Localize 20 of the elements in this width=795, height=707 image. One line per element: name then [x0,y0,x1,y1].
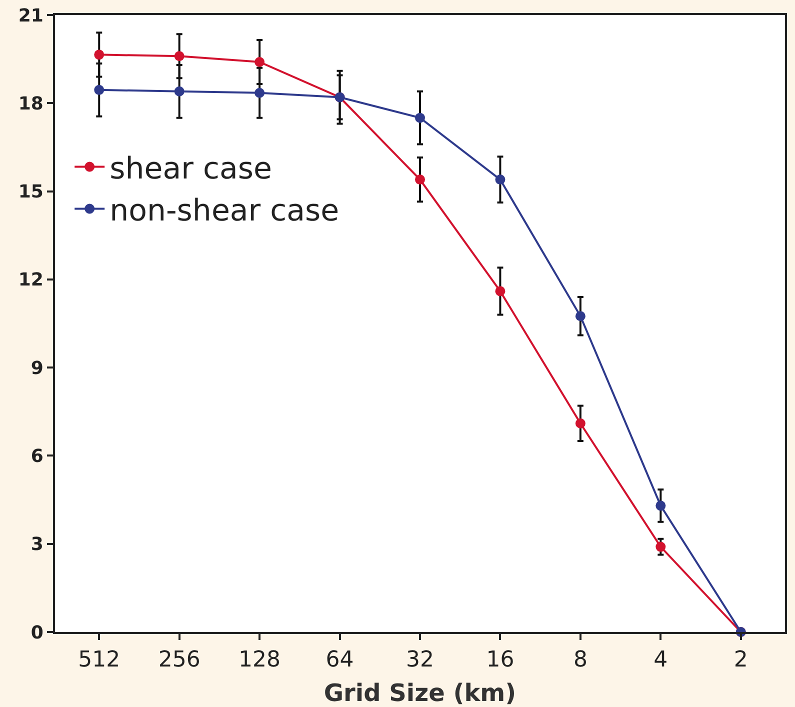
x-tick-label: 8 [573,647,588,672]
x-tick-label: 512 [78,647,120,672]
y-tick-label: 18 [18,93,44,114]
y-tick-label: 6 [30,446,44,468]
x-tick-label: 32 [406,647,434,672]
x-tick-label: 128 [238,647,281,672]
y-tick-label: 3 [30,534,44,556]
legend-label: non-shear case [110,193,340,228]
x-tick-label: 64 [326,647,354,672]
x-tick-label: 256 [158,647,200,672]
legend-label: shear case [110,151,272,186]
y-tick-label: 0 [30,622,44,644]
y-tick-label: 9 [30,358,44,379]
y-tick-label: 12 [18,270,44,291]
y-tick-label: 15 [18,182,44,203]
x-tick-label: 2 [734,647,748,672]
x-tick-label: 4 [654,647,668,672]
y-tick-label: 21 [18,5,44,26]
x-axis-title: Grid Size (km) [324,679,516,707]
x-tick-label: 16 [486,647,514,672]
